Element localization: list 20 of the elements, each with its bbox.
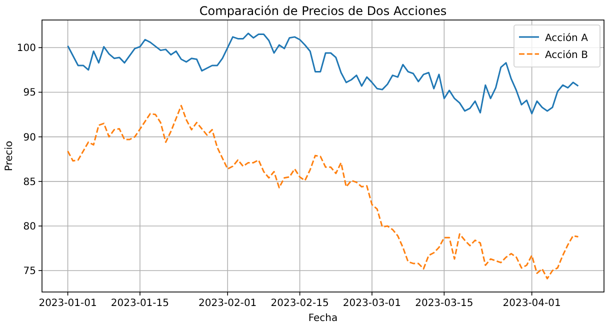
legend-label: Acción B xyxy=(545,50,588,61)
x-tick-label: 2023-03-15 xyxy=(415,298,474,309)
line-series xyxy=(67,32,579,114)
chart-title: Comparación de Precios de Dos Acciones xyxy=(199,4,447,18)
line-series xyxy=(67,104,579,280)
y-tick-label: 95 xyxy=(23,88,36,99)
x-tick-label: 2023-03-01 xyxy=(342,298,402,309)
x-axis-title: Fecha xyxy=(308,313,338,324)
y-axis-title: Precio xyxy=(4,140,15,172)
x-tick-label: 2023-02-15 xyxy=(270,298,329,309)
y-tick-label: 90 xyxy=(23,132,36,144)
x-tick-label: 2023-01-15 xyxy=(110,298,170,309)
y-tick-label: 100 xyxy=(16,43,36,54)
x-tick-label: 2023-02-01 xyxy=(198,298,257,309)
y-tick-label: 75 xyxy=(23,266,36,278)
legend-label: Acción A xyxy=(545,33,588,44)
y-tick-label: 80 xyxy=(23,222,36,233)
x-tick-label: 2023-01-01 xyxy=(38,298,97,309)
y-tick-label: 85 xyxy=(23,176,36,188)
x-tick-label: 2023-04-01 xyxy=(502,298,561,309)
